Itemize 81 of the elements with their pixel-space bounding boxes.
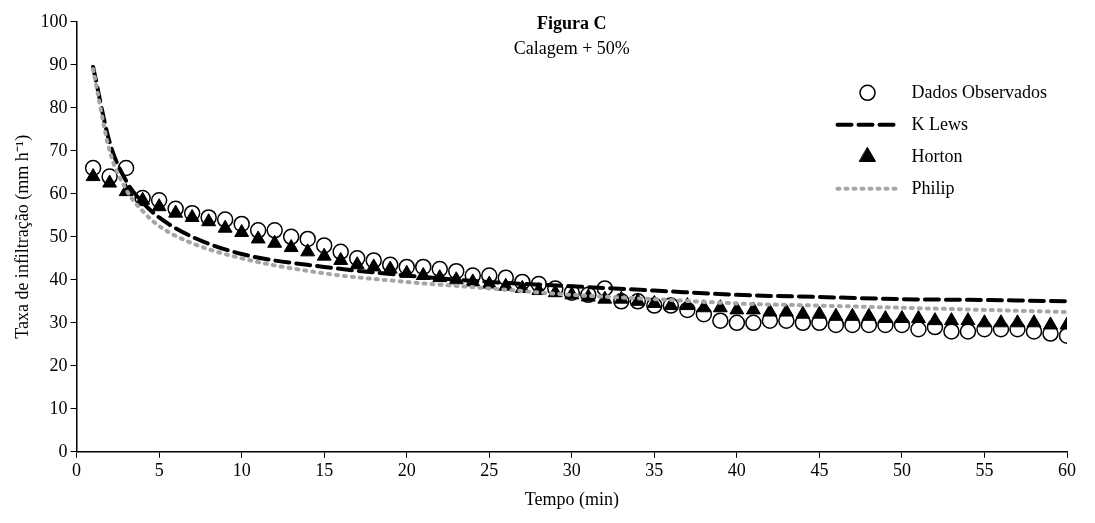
point [382,260,398,274]
point [977,314,992,328]
y-tick-label: 10 [49,397,68,418]
y-tick-label: 60 [49,182,68,203]
point [1043,316,1058,330]
point [729,301,745,315]
point [728,314,746,332]
point [894,310,910,323]
point [959,323,977,340]
legend-label: Philip [911,177,955,198]
x-tick-label: 35 [645,460,664,481]
point [943,323,960,340]
point [432,269,448,283]
point [283,239,299,253]
point [201,213,217,227]
point [778,303,794,317]
point [811,305,827,319]
point [102,174,118,188]
point [745,301,761,315]
point [465,273,481,287]
x-tick-label: 0 [72,460,82,481]
x-tick-label: 20 [397,460,416,481]
point [349,256,365,270]
point [415,267,431,280]
y-tick-label: 30 [49,311,68,332]
point [993,314,1009,328]
y-tick-label: 20 [49,354,68,375]
legend-label: K Lews [911,113,969,134]
y-tick-label: 0 [58,440,68,461]
x-tick-label: 10 [232,460,251,481]
point [795,305,811,319]
point [712,312,729,329]
point [878,310,893,323]
text: Calagem + 50% [513,37,630,58]
point [944,312,959,326]
point [366,258,382,272]
legend-label: Horton [911,145,963,166]
point [960,312,976,326]
point [316,247,332,261]
point [151,198,167,212]
point [1026,314,1042,328]
point [299,230,316,248]
point [762,303,778,317]
point [266,222,283,239]
point [85,168,101,182]
point [448,271,464,285]
point [267,234,283,248]
x-axis-title: Tempo (min) [524,488,619,510]
legend-label: Dados Observados [911,81,1048,102]
x-tick-label: 40 [727,460,746,481]
point [333,251,349,265]
x-tick-label: 50 [892,460,911,481]
point [234,224,250,237]
chart-title: Figura C [537,13,607,34]
point [844,307,860,321]
x-tick-label: 30 [562,460,581,481]
point [184,208,200,222]
y-tick-label: 70 [49,139,68,160]
point [745,314,762,332]
point [828,307,844,321]
point [1010,314,1025,328]
x-tick-label: 15 [315,460,334,481]
point [217,219,233,233]
y-tick-label: 40 [49,268,68,289]
x-tick-label: 5 [154,460,164,481]
y-tick-label: 80 [49,96,68,117]
y-tick-label: 100 [40,10,68,31]
x-tick-label: 55 [975,460,994,481]
point [300,243,316,257]
point [911,310,926,323]
point [927,312,943,326]
point [168,204,184,218]
point [250,230,266,244]
y-tick-label: 90 [49,53,68,74]
x-tick-label: 60 [1058,460,1076,481]
y-axis-title: Taxa de infiltração (mm h⁻¹) [11,134,33,339]
point [910,321,927,338]
point [861,307,877,321]
x-tick-label: 45 [810,460,829,481]
y-tick-label: 50 [49,225,68,246]
x-tick-label: 25 [480,460,499,481]
